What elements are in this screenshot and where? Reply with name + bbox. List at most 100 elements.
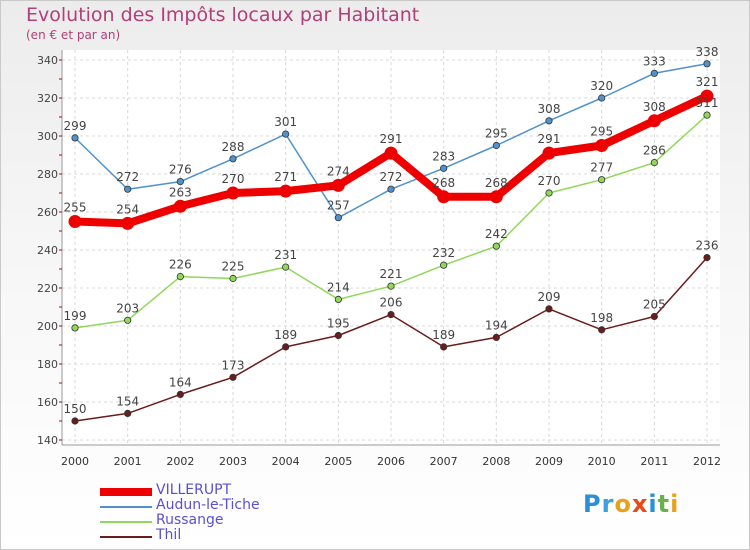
data-label: 189 (432, 328, 455, 342)
data-label: 154 (116, 394, 139, 408)
data-label: 205 (643, 298, 666, 312)
data-label: 276 (169, 163, 192, 177)
data-label: 263 (169, 185, 192, 199)
data-label: 255 (64, 201, 87, 215)
data-point (440, 164, 448, 172)
data-label: 311 (696, 96, 719, 110)
data-label: 338 (696, 45, 719, 59)
data-label: 321 (696, 75, 719, 89)
data-point (542, 146, 556, 160)
data-label: 291 (538, 132, 561, 146)
data-label: 242 (485, 227, 508, 241)
x-tick-label: 2000 (61, 455, 89, 468)
data-label: 288 (222, 140, 245, 154)
data-label: 232 (432, 246, 455, 260)
data-point (173, 199, 187, 213)
data-point (124, 316, 132, 324)
data-point (282, 130, 290, 138)
data-label: 173 (222, 358, 245, 372)
data-label: 277 (590, 161, 613, 175)
data-label: 150 (64, 402, 87, 416)
data-label: 209 (538, 290, 561, 304)
logo-letter: t (657, 490, 671, 518)
x-tick-label: 2007 (430, 455, 458, 468)
data-point (331, 178, 345, 192)
data-point (492, 242, 500, 250)
data-label: 274 (327, 164, 350, 178)
data-label: 268 (485, 176, 508, 190)
legend-label: Audun-le-Tiche (156, 497, 260, 513)
x-tick-label: 2005 (324, 455, 352, 468)
x-tick-label: 2011 (640, 455, 668, 468)
x-tick-label: 2012 (693, 455, 721, 468)
data-point (595, 139, 609, 152)
data-point (334, 331, 342, 340)
data-label: 225 (222, 260, 245, 274)
data-label: 195 (327, 317, 350, 331)
data-label: 283 (432, 149, 455, 163)
data-label: 268 (432, 176, 455, 190)
data-point (387, 310, 395, 319)
data-label: 286 (643, 144, 666, 158)
data-point (545, 305, 553, 313)
data-point (545, 117, 553, 125)
logo-letter: o (614, 490, 632, 518)
data-label: 257 (327, 199, 350, 213)
data-point (703, 111, 711, 119)
data-label: 271 (274, 170, 297, 184)
data-point (282, 263, 290, 271)
data-label: 199 (64, 309, 87, 323)
data-point (387, 185, 395, 193)
data-point (68, 215, 82, 228)
data-point (176, 178, 184, 186)
y-tick-label: 280 (37, 168, 58, 181)
y-tick-label: 160 (37, 396, 58, 409)
data-label: 231 (274, 248, 297, 262)
logo-letter: x (631, 490, 649, 518)
data-point (703, 60, 711, 68)
data-label: 308 (538, 102, 561, 116)
data-point (440, 261, 448, 269)
data-point (650, 312, 658, 321)
data-point (598, 326, 606, 334)
data-point (545, 189, 553, 197)
data-label: 221 (380, 267, 403, 281)
legend-label: Russange (156, 512, 224, 528)
proxiti-logo: Proxiti (583, 490, 679, 518)
data-point (71, 134, 79, 142)
y-tick-label: 180 (37, 358, 58, 371)
legend-swatch (100, 536, 152, 538)
data-point (334, 295, 342, 303)
data-point (700, 89, 714, 103)
y-tick-label: 300 (37, 130, 58, 143)
data-point (279, 184, 293, 198)
data-label: 295 (485, 127, 508, 141)
legend-swatch (100, 488, 152, 496)
data-point (492, 333, 500, 341)
data-point (489, 190, 503, 204)
data-point (598, 176, 606, 184)
data-point (124, 409, 132, 417)
data-label: 272 (116, 170, 139, 184)
logo-letter: i (648, 490, 658, 518)
data-label: 272 (380, 170, 403, 184)
y-tick-label: 140 (37, 434, 58, 447)
data-label: 214 (327, 280, 350, 294)
logo-letter: r (601, 490, 615, 518)
x-tick-label: 2009 (535, 455, 563, 468)
data-label: 164 (169, 375, 192, 389)
data-point (703, 254, 711, 262)
logo-letter: i (670, 490, 680, 518)
x-tick-label: 2010 (588, 455, 616, 468)
legend-label: VILLERUPT (156, 482, 232, 498)
data-point (440, 343, 448, 351)
data-label: 301 (274, 115, 297, 129)
y-tick-label: 340 (37, 54, 58, 67)
data-point (598, 94, 606, 102)
legend-swatch (100, 521, 152, 523)
data-label: 270 (222, 172, 245, 186)
data-label: 226 (169, 258, 192, 272)
data-point (387, 282, 395, 290)
data-label: 291 (380, 132, 403, 146)
